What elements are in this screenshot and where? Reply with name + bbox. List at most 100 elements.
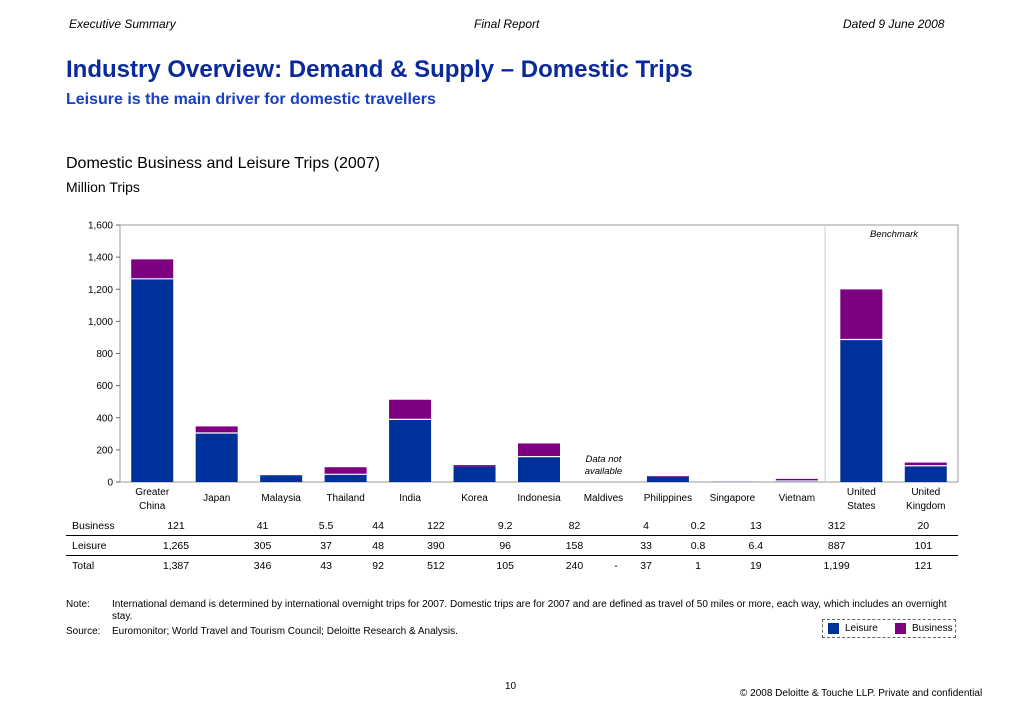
chart-legend: Leisure Business bbox=[822, 619, 956, 638]
table-cell: 1,265 bbox=[124, 535, 228, 556]
x-tick-label: Maldives bbox=[584, 493, 623, 504]
bar-business bbox=[260, 475, 303, 477]
table-cell: 5.5 bbox=[318, 519, 334, 532]
table-cell: 9.2 bbox=[497, 519, 513, 532]
table-cell: 1,387 bbox=[124, 555, 228, 575]
bar-business bbox=[840, 289, 883, 340]
y-tick-label: 1,200 bbox=[88, 285, 113, 296]
bar-business bbox=[775, 478, 818, 481]
table-row-label: Leisure bbox=[66, 535, 124, 556]
x-tick-label: Thailand bbox=[326, 493, 364, 504]
x-tick-label: States bbox=[847, 501, 875, 512]
y-tick-label: 0 bbox=[107, 478, 113, 489]
header-center: Final Report bbox=[474, 17, 540, 31]
table-cell: 37 bbox=[622, 555, 670, 575]
bar-leisure bbox=[131, 278, 174, 482]
data-not-available-label: available bbox=[585, 466, 623, 477]
table-cell: - bbox=[609, 555, 623, 575]
y-tick-label: 200 bbox=[96, 445, 113, 456]
benchmark-label: Benchmark bbox=[870, 229, 919, 240]
x-tick-label: India bbox=[399, 493, 421, 504]
chart-unit-label: Million Trips bbox=[66, 179, 140, 195]
table-row-label: Total bbox=[66, 555, 124, 575]
bar-business bbox=[324, 467, 367, 475]
bar-business bbox=[646, 476, 689, 477]
table-cell: 4 bbox=[643, 519, 649, 532]
table-cell: 312 bbox=[827, 519, 846, 532]
table-cell: 1,199 bbox=[784, 555, 889, 575]
stacked-bar-chart: 0 200 400 600 800 1,000 1,200 1,400 1,600 Greater… bbox=[88, 221, 959, 512]
page-number: 10 bbox=[505, 681, 517, 692]
y-tick-label: 1,000 bbox=[88, 317, 113, 328]
bar-leisure bbox=[453, 466, 496, 482]
table-cell: 19 bbox=[726, 555, 785, 575]
y-tick-label: 800 bbox=[96, 349, 113, 360]
legend-label-leisure: Leisure bbox=[845, 623, 878, 634]
data-not-available-label: Data not bbox=[586, 454, 622, 465]
data-table: Business 121 41 5.5 44 122 9.2 82 4 0.2 13 312 20 Lei… bbox=[66, 516, 958, 575]
page-subtitle: Leisure is the main driver for domestic … bbox=[66, 91, 436, 108]
table-cell: 305 bbox=[227, 535, 298, 556]
note-text: International demand is determined by in… bbox=[112, 599, 947, 622]
bar-business bbox=[131, 259, 174, 279]
page-title: Industry Overview: Demand & Supply – Dom… bbox=[66, 56, 693, 83]
table-cell: 48 bbox=[354, 535, 402, 556]
copyright-text: © 2008 Deloitte & Touche LLP. Private an… bbox=[740, 688, 983, 699]
table-cell: 13 bbox=[749, 519, 762, 532]
table-cell: 121 bbox=[167, 519, 185, 532]
table-cell bbox=[609, 535, 623, 556]
chart-title: Domestic Business and Leisure Trips (200… bbox=[66, 155, 380, 172]
x-tick-label: Malaysia bbox=[261, 493, 301, 504]
x-tick-label: Japan bbox=[203, 493, 230, 504]
legend-swatch-leisure bbox=[828, 623, 839, 634]
table-cell: 240 bbox=[539, 555, 610, 575]
y-tick-label: 1,400 bbox=[88, 253, 113, 264]
table-cell bbox=[609, 516, 623, 536]
table-row: Leisure 1,265 305 37 48 390 96 158 33 0.8 6.4 887 10… bbox=[66, 535, 958, 556]
table-cell: 44 bbox=[372, 519, 384, 532]
bar-leisure bbox=[389, 419, 432, 482]
bar-business bbox=[389, 399, 432, 420]
bar-business bbox=[453, 465, 496, 467]
legend-label-business: Business bbox=[912, 623, 953, 634]
table-cell: 512 bbox=[401, 555, 471, 575]
y-tick-label: 400 bbox=[96, 413, 113, 424]
header-right: Dated 9 June 2008 bbox=[843, 17, 945, 31]
table-cell: 101 bbox=[888, 535, 958, 556]
legend-swatch-business bbox=[895, 623, 906, 634]
source-text: Euromonitor; World Travel and Tourism Co… bbox=[112, 626, 458, 637]
table-cell: 33 bbox=[622, 535, 670, 556]
x-tick-label: China bbox=[139, 501, 166, 512]
table-cell: 20 bbox=[917, 519, 930, 532]
table-cell: 121 bbox=[888, 555, 958, 575]
x-tick-label: Philippines bbox=[644, 493, 692, 504]
table-cell: 122 bbox=[427, 519, 445, 532]
table-row: Total 1,387 346 43 92 512 105 240-37 1 19 1,199 121 bbox=[66, 555, 958, 575]
table-cell: 96 bbox=[470, 535, 540, 556]
bar-business bbox=[518, 443, 560, 457]
bar-business bbox=[904, 462, 947, 466]
x-tick-label: Greater bbox=[135, 487, 170, 498]
bar-leisure bbox=[840, 339, 883, 482]
x-tick-label: Indonesia bbox=[517, 493, 561, 504]
note-label: Note: bbox=[66, 599, 90, 610]
bar-business bbox=[195, 426, 238, 434]
x-tick-label: United bbox=[911, 487, 940, 498]
table-cell: 105 bbox=[470, 555, 540, 575]
bar-leisure bbox=[904, 465, 947, 482]
table-cell: 92 bbox=[354, 555, 402, 575]
table-cell: 41 bbox=[256, 519, 269, 532]
bar-leisure bbox=[646, 476, 689, 482]
header-left: Executive Summary bbox=[69, 17, 176, 31]
table-cell: 0.8 bbox=[669, 535, 727, 556]
x-tick-label: Vietnam bbox=[779, 493, 816, 504]
bar-leisure bbox=[518, 456, 560, 482]
table-cell: 82 bbox=[568, 519, 581, 532]
x-tick-label: United bbox=[847, 487, 876, 498]
table-cell: 37 bbox=[297, 535, 355, 556]
x-tick-label: Korea bbox=[461, 493, 488, 504]
table-cell: 1 bbox=[669, 555, 727, 575]
table-cell: 887 bbox=[784, 535, 889, 556]
y-tick-label: 1,600 bbox=[88, 221, 113, 232]
table-cell: 158 bbox=[539, 535, 610, 556]
